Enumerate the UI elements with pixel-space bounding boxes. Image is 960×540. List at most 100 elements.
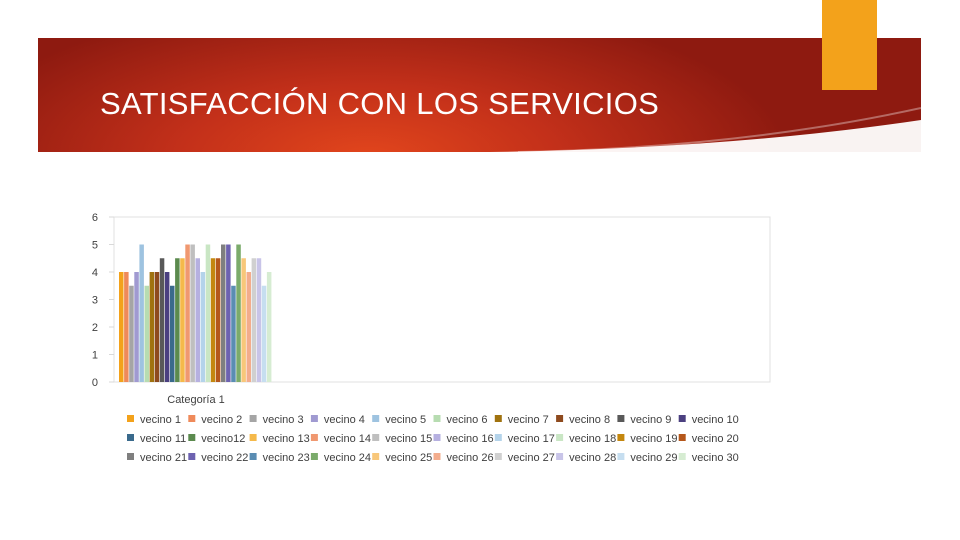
x-category-label: Categoría 1	[167, 394, 224, 406]
legend-label: vecino 18	[569, 433, 616, 445]
bar-vecino-8	[154, 272, 160, 382]
bar-vecino-1	[119, 272, 124, 382]
y-tick-label: 4	[92, 267, 98, 279]
legend-label: vecino 11	[140, 433, 186, 445]
legend-swatch	[494, 453, 502, 460]
legend: vecino 1 vecino 2 vecino 3 vecino 4 vecino 5…	[127, 414, 739, 464]
legend-label: vecino 27	[508, 452, 555, 464]
legend-label: vecino 4	[324, 414, 365, 426]
bars	[119, 244, 272, 382]
accent-block	[822, 0, 877, 90]
legend-label: vecino 24	[324, 452, 371, 464]
bar-vecino-10	[164, 272, 170, 382]
legend-label: vecino12	[201, 433, 245, 445]
legend-swatch	[188, 434, 196, 441]
bar-vecino-17	[200, 272, 206, 382]
legend-swatch	[249, 434, 257, 441]
bar-vecino-2	[124, 272, 129, 382]
legend-swatch	[249, 453, 257, 460]
bar-vecino-20	[215, 258, 221, 382]
bar-vecino12	[175, 258, 180, 382]
bar-vecino-28	[256, 258, 262, 382]
bar-vecino-22	[226, 244, 231, 382]
slide-title: SATISFACCIÓN CON LOS SERVICIOS	[100, 86, 660, 121]
y-tick-label: 0	[92, 377, 98, 389]
bar-vecino-29	[261, 285, 267, 382]
legend-swatch	[494, 434, 502, 441]
y-tick-label: 2	[92, 322, 98, 334]
legend-label: vecino 26	[447, 452, 494, 464]
legend-swatch	[188, 453, 196, 460]
bar-vecino-18	[205, 244, 211, 382]
legend-label: vecino 15	[385, 433, 432, 445]
legend-swatch	[433, 434, 441, 441]
legend-swatch	[556, 434, 564, 441]
x-axis-labels: Categoría 1	[167, 394, 224, 406]
y-axis-ticks: 0 1 2 3 4 5 6	[92, 212, 114, 389]
bar-vecino-19	[210, 258, 216, 382]
legend-label: vecino 9	[630, 414, 671, 426]
bar-vecino-14	[185, 244, 190, 382]
legend-swatch	[617, 434, 625, 441]
legend-label: vecino 16	[447, 433, 494, 445]
legend-label: vecino 8	[569, 414, 610, 426]
bar-vecino-11	[170, 285, 175, 382]
y-tick-label: 1	[92, 350, 98, 362]
legend-swatch	[372, 415, 380, 422]
legend-label: vecino 14	[324, 433, 371, 445]
legend-label: vecino 10	[692, 414, 739, 426]
legend-swatch	[556, 415, 564, 422]
legend-swatch	[127, 434, 134, 441]
legend-label: vecino 19	[630, 433, 677, 445]
legend-label: vecino 30	[692, 452, 739, 464]
legend-label: vecino 17	[508, 433, 555, 445]
bar-vecino-23	[231, 285, 236, 382]
legend-label: vecino 3	[263, 414, 304, 426]
bar-vecino-16	[195, 258, 200, 382]
legend-label: vecino 1	[140, 414, 181, 426]
y-tick-label: 6	[92, 212, 98, 224]
legend-swatch	[433, 453, 441, 460]
legend-label: vecino 2	[201, 414, 242, 426]
y-tick-label: 3	[92, 295, 98, 307]
legend-label: vecino 13	[263, 433, 310, 445]
bar-vecino-4	[134, 272, 139, 382]
bar-vecino-24	[236, 244, 241, 382]
bar-vecino-26	[246, 272, 251, 382]
bar-vecino-3	[129, 285, 134, 382]
bar-vecino-21	[221, 244, 226, 382]
legend-swatch	[678, 453, 686, 460]
legend-swatch	[310, 453, 318, 460]
bar-vecino-6	[144, 285, 149, 382]
legend-swatch	[433, 415, 441, 422]
legend-label: vecino 7	[508, 414, 549, 426]
legend-swatch	[494, 415, 502, 422]
legend-swatch	[372, 434, 380, 441]
legend-swatch	[556, 453, 564, 460]
legend-label: vecino 23	[263, 452, 310, 464]
bar-vecino-30	[266, 272, 272, 382]
legend-label: vecino 22	[201, 452, 248, 464]
legend-label: vecino 25	[385, 452, 432, 464]
title-banner	[38, 38, 921, 152]
banner-swoosh	[368, 107, 921, 152]
legend-swatch	[310, 415, 318, 422]
legend-swatch	[188, 415, 196, 422]
bar-vecino-25	[241, 258, 246, 382]
legend-swatch	[678, 415, 686, 422]
legend-label: vecino 20	[692, 433, 739, 445]
legend-label: vecino 28	[569, 452, 616, 464]
bar-vecino-15	[190, 244, 195, 382]
bar-vecino-9	[159, 258, 165, 382]
bar-vecino-5	[139, 244, 144, 382]
bar-vecino-13	[180, 258, 185, 382]
bar-vecino-27	[251, 258, 257, 382]
legend-swatch	[127, 415, 134, 422]
legend-swatch	[617, 415, 625, 422]
legend-swatch	[127, 453, 134, 460]
legend-swatch	[678, 434, 686, 441]
legend-label: vecino 21	[140, 452, 187, 464]
legend-swatch	[617, 453, 625, 460]
legend-label: vecino 29	[630, 452, 677, 464]
